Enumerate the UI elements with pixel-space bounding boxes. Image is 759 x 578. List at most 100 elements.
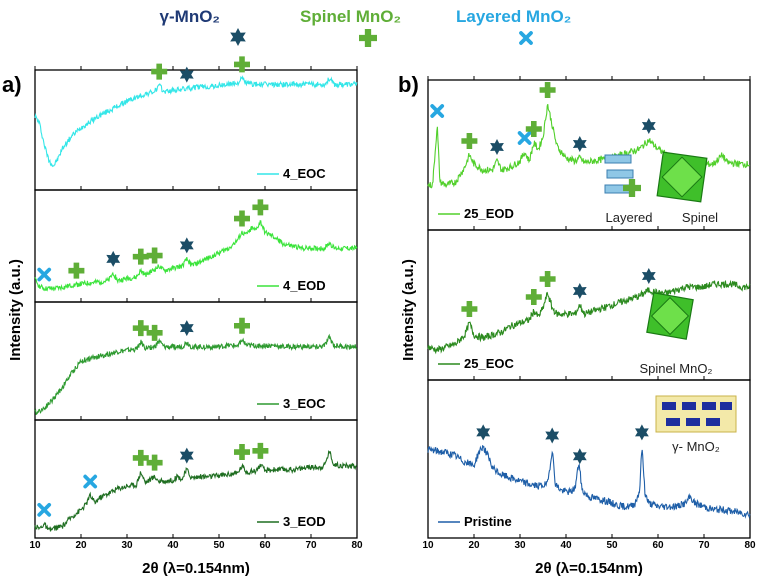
star-marker-icon — [641, 268, 656, 284]
x-tick-label: 30 — [514, 540, 526, 551]
legend-star-marker — [230, 28, 246, 46]
legend-cross-icon — [519, 31, 533, 45]
star-marker-icon — [635, 424, 649, 441]
plus-marker-icon — [146, 324, 163, 341]
plus-marker-icon — [525, 121, 542, 137]
plus-marker-icon — [68, 262, 85, 279]
legend-star-icon — [230, 28, 246, 46]
cross-marker-icon — [37, 267, 52, 282]
x-tick-label: 20 — [468, 540, 480, 551]
plus-sign-icon — [623, 179, 641, 198]
plus-marker-icon — [132, 248, 149, 265]
legend-layered-text: Layered MnO₂ — [456, 7, 571, 26]
series-legend-label: 3_EOC — [283, 396, 326, 411]
spinel-caption: Spinel — [682, 210, 718, 225]
star-marker-icon — [179, 66, 194, 83]
plus-marker-icon — [234, 444, 250, 461]
series-line-4_EOC — [34, 75, 358, 168]
legend-plus-marker — [359, 29, 377, 47]
gamma-mno2-structure-icon — [655, 395, 737, 433]
annotation-plus-marker — [623, 179, 641, 198]
star-marker-icon — [179, 447, 194, 464]
star-marker-icon — [179, 320, 194, 337]
panel-b-plot: 10 20 30 40 50 60 70 80 25_EOD 25_EOC Pristine — [422, 76, 756, 551]
x-tick-label: 60 — [259, 540, 271, 551]
spinel-mno2-caption: Spinel MnO₂ — [640, 361, 713, 376]
panel-a-ylabel: Intensity (a.u.) — [7, 259, 24, 361]
spinel-structure-icon — [656, 151, 708, 203]
cross-marker-icon — [517, 131, 532, 145]
plus-marker-icon — [539, 82, 556, 98]
gamma-mno2-caption: γ- MnO₂ — [672, 439, 720, 454]
legend-plus-icon — [359, 29, 377, 47]
star-marker-icon — [476, 424, 491, 441]
series-legend-label: 25_EOC — [464, 356, 514, 371]
plus-marker-icon — [132, 449, 149, 466]
series-legend-label: Pristine — [464, 514, 512, 529]
plus-marker-icon — [146, 454, 163, 471]
star-marker-icon — [572, 448, 587, 465]
series-line-3_EOD — [34, 450, 358, 532]
star-marker-icon — [106, 250, 121, 267]
x-tick-label: 10 — [29, 540, 41, 551]
x-tick-label: 60 — [652, 540, 664, 551]
series-legend-label: 4_EOD — [283, 278, 326, 293]
plus-marker-icon — [132, 320, 149, 337]
series-line-Pristine — [427, 445, 751, 520]
x-tick-label: 10 — [422, 540, 434, 551]
panel-b-ylabel: Intensity (a.u.) — [400, 259, 417, 361]
legend-gamma-text: γ-MnO₂ — [160, 7, 220, 26]
x-tick-label: 20 — [75, 540, 87, 551]
cross-marker-icon — [430, 104, 445, 118]
x-tick-label: 80 — [744, 540, 756, 551]
star-marker-icon — [572, 136, 587, 152]
panel-a-plot: 10 20 30 40 50 60 70 80 4_EOC 4_EOD 3_EOC 3_EOD — [29, 56, 363, 551]
plus-marker-icon — [146, 247, 163, 264]
series-legend-label: 4_EOC — [283, 166, 326, 181]
star-marker-icon — [490, 139, 504, 155]
plus-marker-icon — [461, 301, 478, 318]
x-tick-label: 80 — [351, 540, 363, 551]
layered-caption: Layered — [606, 210, 653, 225]
panel-b-xlabel: 2θ (λ=0.154nm) — [535, 560, 643, 577]
panel-b-label: b) — [398, 72, 419, 97]
x-tick-label: 70 — [698, 540, 710, 551]
x-tick-label: 50 — [606, 540, 618, 551]
panel-b-annotations: Layered Spinel Spinel MnO₂ γ- MnO₂ — [604, 151, 737, 454]
legend: γ-MnO₂ Spinel MnO₂ Layered MnO₂ — [160, 7, 571, 47]
panel-a-label: a) — [2, 72, 22, 97]
x-tick-label: 30 — [121, 540, 133, 551]
legend-cross-marker — [519, 31, 533, 45]
cross-marker-icon — [83, 474, 98, 489]
star-marker-icon — [641, 118, 656, 134]
plus-marker-icon — [234, 210, 250, 227]
x-tick-label: 40 — [560, 540, 572, 551]
series-line-3_EOC — [34, 333, 358, 415]
cross-marker-icon — [37, 502, 52, 517]
series-line-4_EOD — [34, 220, 358, 292]
x-tick-label: 50 — [213, 540, 225, 551]
series-legend-label: 25_EOD — [464, 206, 514, 221]
x-tick-label: 70 — [305, 540, 317, 551]
x-tick-label: 40 — [167, 540, 179, 551]
plus-marker-icon — [525, 289, 542, 306]
plus-marker-icon — [461, 133, 478, 149]
plus-marker-icon — [151, 63, 168, 80]
legend-spinel-text: Spinel MnO₂ — [300, 7, 401, 26]
star-marker-icon — [572, 283, 587, 299]
star-marker-icon — [545, 427, 560, 444]
star-marker-icon — [179, 237, 194, 254]
plus-marker-icon — [539, 271, 556, 288]
series-line-25_EOC — [427, 279, 751, 355]
layered-structure-icon — [604, 154, 634, 194]
subplot-frame — [427, 379, 751, 539]
spinel-mno2-structure-icon — [646, 292, 694, 340]
subplot-frame — [34, 419, 358, 539]
plus-marker-icon — [234, 317, 250, 334]
plus-marker-icon — [252, 199, 269, 216]
series-legend-label: 3_EOD — [283, 514, 326, 529]
plus-marker-icon — [234, 56, 250, 73]
panel-a-xlabel: 2θ (λ=0.154nm) — [142, 560, 250, 577]
plus-marker-icon — [252, 442, 269, 459]
